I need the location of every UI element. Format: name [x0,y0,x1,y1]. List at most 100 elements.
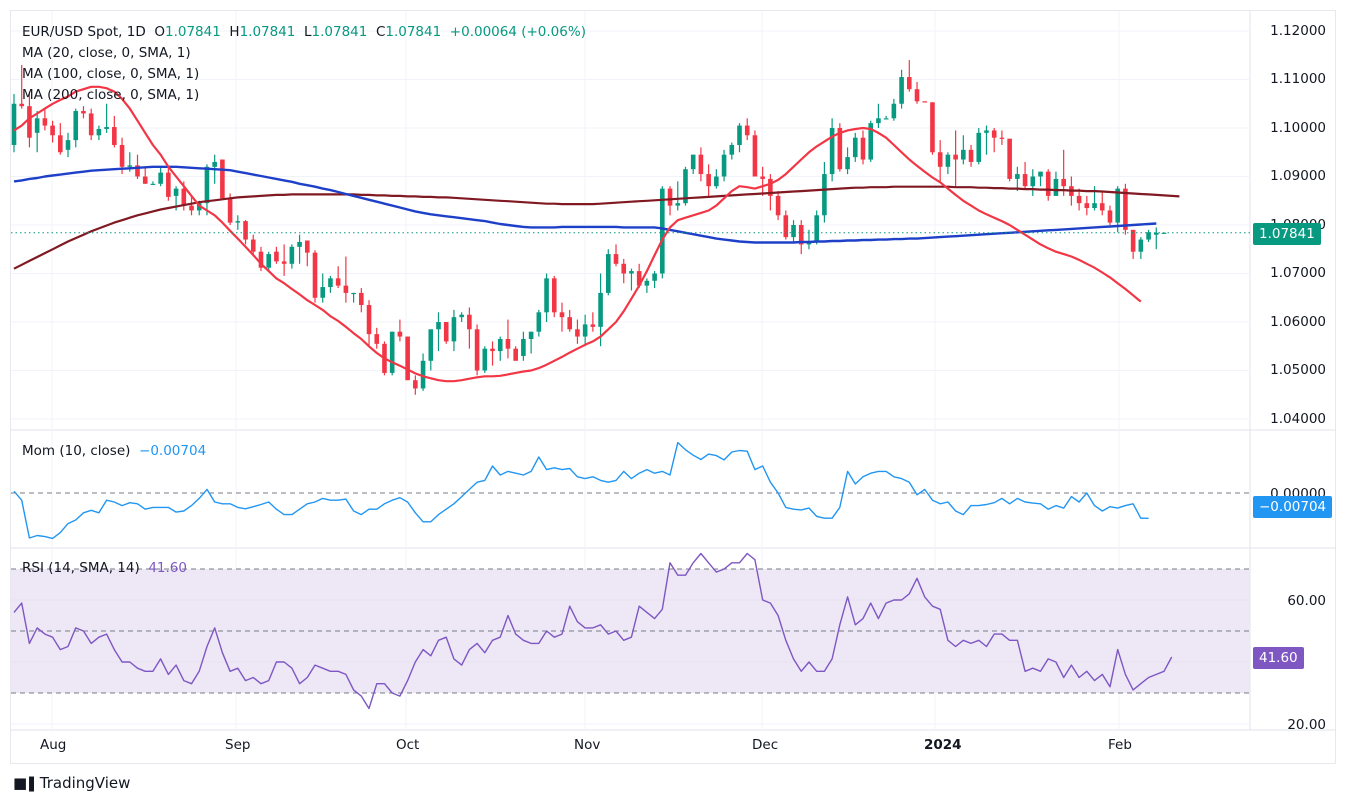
candle-body [220,159,225,199]
candle-down [281,244,287,276]
candle-body [791,225,796,238]
candle-body [65,140,71,150]
candle-up [73,108,79,148]
candle-up [34,111,40,153]
candle-body [281,261,287,264]
candle-up [528,331,534,354]
candle-up [459,312,464,322]
price-tick: 1.04000 [1270,411,1326,427]
candle-body [768,178,773,196]
candle-down [1076,188,1082,211]
candle-down [783,210,789,240]
time-tick: Sep [225,737,251,753]
candle-body [374,334,380,344]
tradingview-brand[interactable]: ■❚ TradingView [13,774,130,792]
price-tick: 1.05000 [1270,362,1326,378]
candle-body [845,157,850,170]
candle-body [1053,178,1059,196]
candle-down [443,322,449,344]
candle-body [320,287,326,298]
time-tick: Feb [1108,737,1132,753]
candle-body [436,322,441,330]
candle-up [822,161,827,223]
candle-up [899,69,904,109]
candle-down [613,244,619,267]
low-value: 1.07841 [311,24,368,40]
candle-body [235,221,241,223]
candle-body [984,130,989,133]
candle-down [930,102,935,155]
candle-up [721,149,727,182]
candle-down [490,341,495,366]
candle-body [88,113,94,136]
candle-up [1146,229,1151,242]
candle-body [822,174,827,216]
candle-up [497,336,503,361]
candle-up [891,98,897,121]
candle-down [1084,195,1090,216]
candle-body [250,239,256,252]
rsi-legend[interactable]: RSI (14, SMA, 14) 41.60 [22,560,187,576]
candle-up [883,115,889,120]
candle-body [567,317,573,330]
candle-body [11,103,17,145]
ma200-legend[interactable]: MA (200, close, 0, SMA, 1) [22,87,200,103]
candle-down [798,220,804,255]
time-tick: Dec [752,737,779,753]
candle-up [482,346,488,373]
candle-down [258,246,264,272]
symbol-legend[interactable]: EUR/USD Spot, 1D O1.07841 H1.07841 L1.07… [22,24,586,40]
candle-body [876,118,881,124]
ma100-legend[interactable]: MA (100, close, 0, SMA, 1) [22,66,200,82]
candle-body [1107,210,1113,223]
rsi-label: RSI (14, SMA, 14) [22,560,140,576]
candle-body [660,188,665,274]
candle-up [150,181,156,185]
candle-body [142,176,148,184]
candle-down [999,130,1005,145]
candle-up [1053,171,1059,196]
change-value: +0.00064 (+0.06%) [449,24,586,40]
candle-body [837,128,843,170]
candle-body [150,183,156,185]
candle-body [428,329,434,361]
candle-body [991,130,997,138]
candle-body [1007,138,1012,179]
ma20-legend[interactable]: MA (20, close, 0, SMA, 1) [22,45,191,61]
candle-up [1030,169,1036,196]
candle-down [837,123,843,172]
candle-body [34,118,40,133]
candle-down [112,115,117,148]
candle-body [1076,195,1082,204]
candle-body [744,125,750,136]
candle-body [189,205,194,211]
candle-up [11,94,17,153]
candle-up [868,120,874,162]
ma20-line [13,85,1142,383]
price-tick: 1.12000 [1270,23,1326,39]
mom-legend[interactable]: Mom (10, close) −0.00704 [22,443,206,459]
candle-up [1092,186,1097,211]
candle-down [1123,183,1128,235]
candle-body [891,103,897,119]
candle-body [814,215,819,242]
candle-up [389,331,395,376]
candle-down [968,144,974,167]
candle-down [142,166,148,184]
candle-body [158,172,163,184]
mom-value-tag: −0.00704 [1253,496,1333,518]
candle-body [729,144,735,155]
candle-body [752,135,758,177]
rsi-axis-tick: 60.00 [1287,593,1326,609]
candle-body [459,314,464,318]
candle-down [50,120,55,143]
candle-down [88,108,94,141]
candle-down [81,106,86,119]
candle-body [860,137,866,160]
candle-down [366,300,372,347]
candle-body [683,169,688,204]
candle-up [420,353,426,391]
candle-up [328,275,333,293]
high-value: 1.07841 [239,24,296,40]
